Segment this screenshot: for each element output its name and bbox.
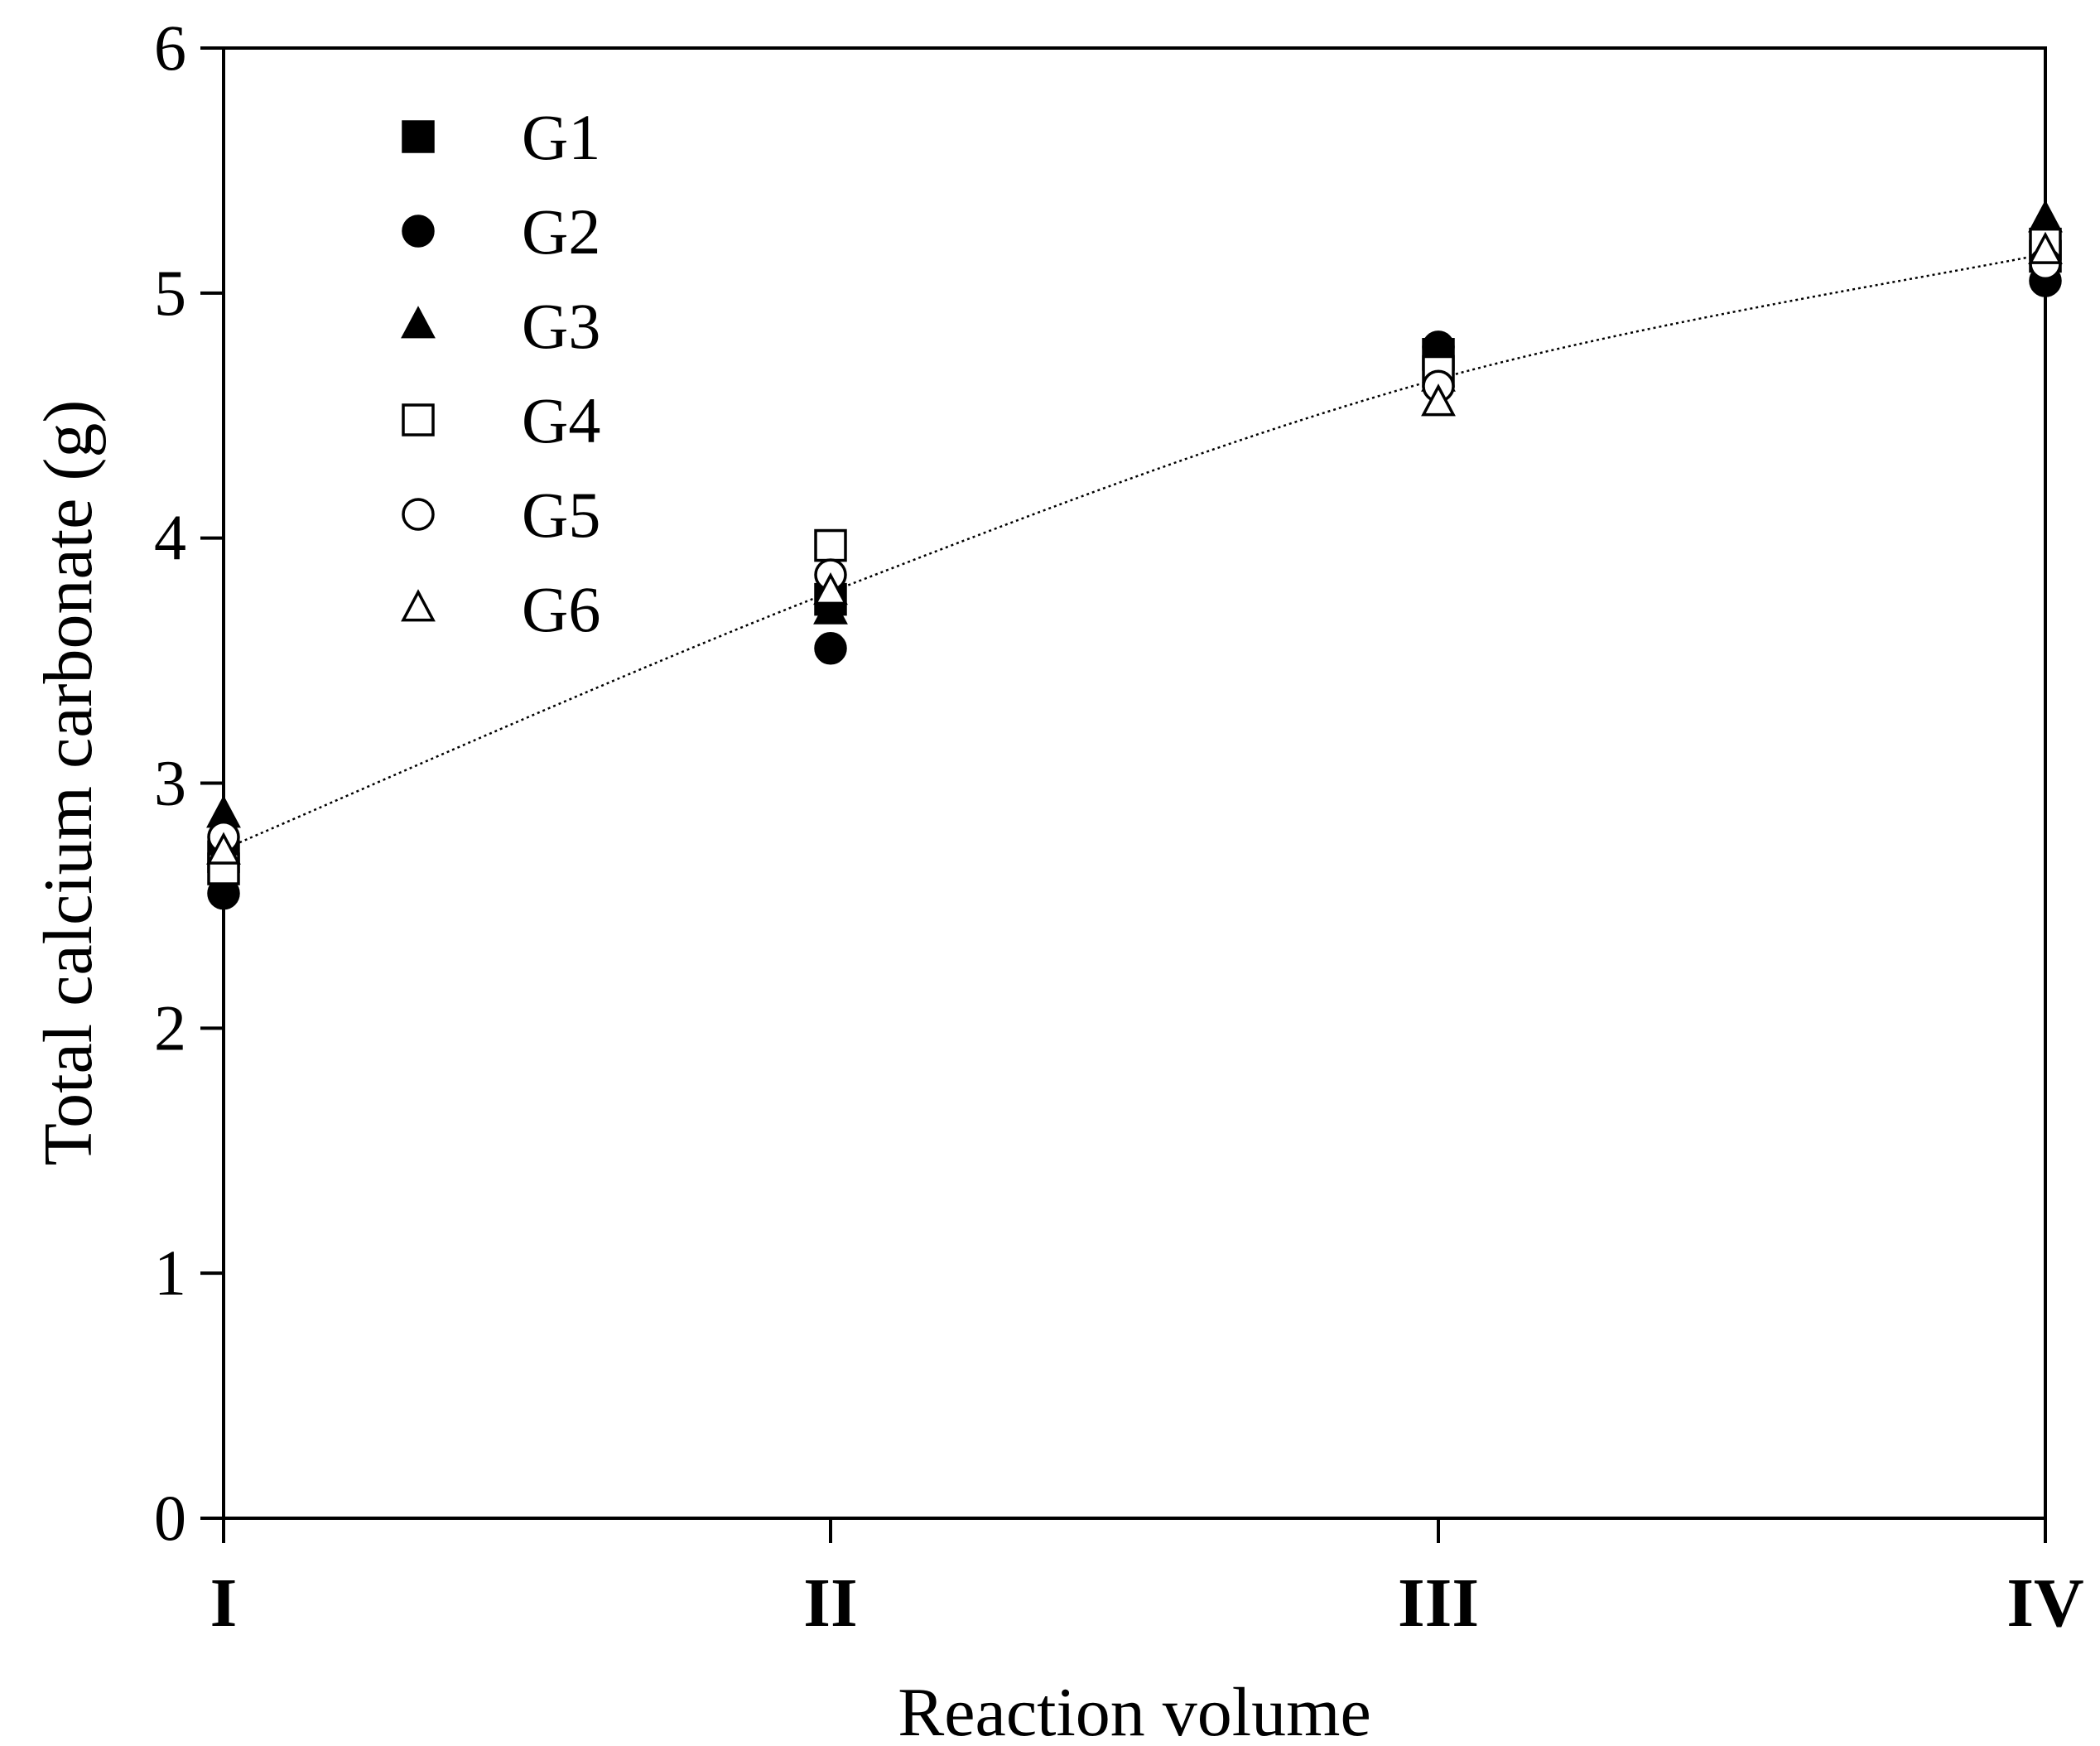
legend-label-g4: G4	[522, 384, 600, 456]
legend-marker-g4	[402, 403, 435, 436]
legend-marker-g5	[402, 498, 435, 531]
data-point-g3	[813, 591, 848, 625]
data-point-g3	[2028, 200, 2063, 233]
legend-label-g1: G1	[522, 101, 600, 173]
data-point-g2	[814, 632, 847, 665]
trendline-path	[223, 253, 2046, 851]
y-tick-label: 6	[154, 12, 186, 84]
legend-label-g6: G6	[522, 573, 600, 645]
data-point-g6	[206, 832, 241, 865]
y-axis: 0 1 2 3 4 5 6	[154, 12, 224, 1554]
x-tick-label: III	[1398, 1565, 1479, 1642]
legend-marker-g2	[402, 215, 435, 248]
legend-marker-g6	[401, 589, 436, 622]
legend: G1 G2 G3 G4 G5 G6	[401, 101, 600, 645]
data-point-g6	[813, 572, 848, 605]
data-point-g6	[2028, 231, 2063, 264]
y-axis-title: Total calcium carbonate (g)	[30, 400, 107, 1166]
plot-border	[222, 46, 2047, 1520]
plot-frame	[222, 46, 2047, 1520]
legend-label-g2: G2	[522, 195, 600, 268]
legend-marker-g3	[401, 306, 436, 339]
x-tick-label: I	[210, 1565, 238, 1642]
y-tick-label: 0	[154, 1482, 186, 1554]
data-point-g4	[814, 528, 847, 562]
legend-label-g3: G3	[522, 290, 600, 362]
y-tick-label: 3	[154, 747, 186, 819]
y-tick-label: 1	[154, 1237, 186, 1309]
data-points	[206, 200, 2063, 910]
trendline	[223, 253, 2046, 851]
data-point-g6	[1421, 383, 1456, 417]
legend-label-g5: G5	[522, 479, 600, 551]
x-tick-label: IV	[2006, 1565, 2083, 1642]
x-axis: I II III IV	[210, 1518, 2084, 1642]
y-tick-label: 5	[154, 257, 186, 329]
y-tick-label: 4	[154, 502, 186, 574]
legend-marker-g1	[402, 120, 435, 153]
y-tick-label: 2	[154, 991, 186, 1064]
x-tick-label: II	[803, 1565, 857, 1642]
x-axis-title: Reaction volume	[898, 1674, 1371, 1746]
